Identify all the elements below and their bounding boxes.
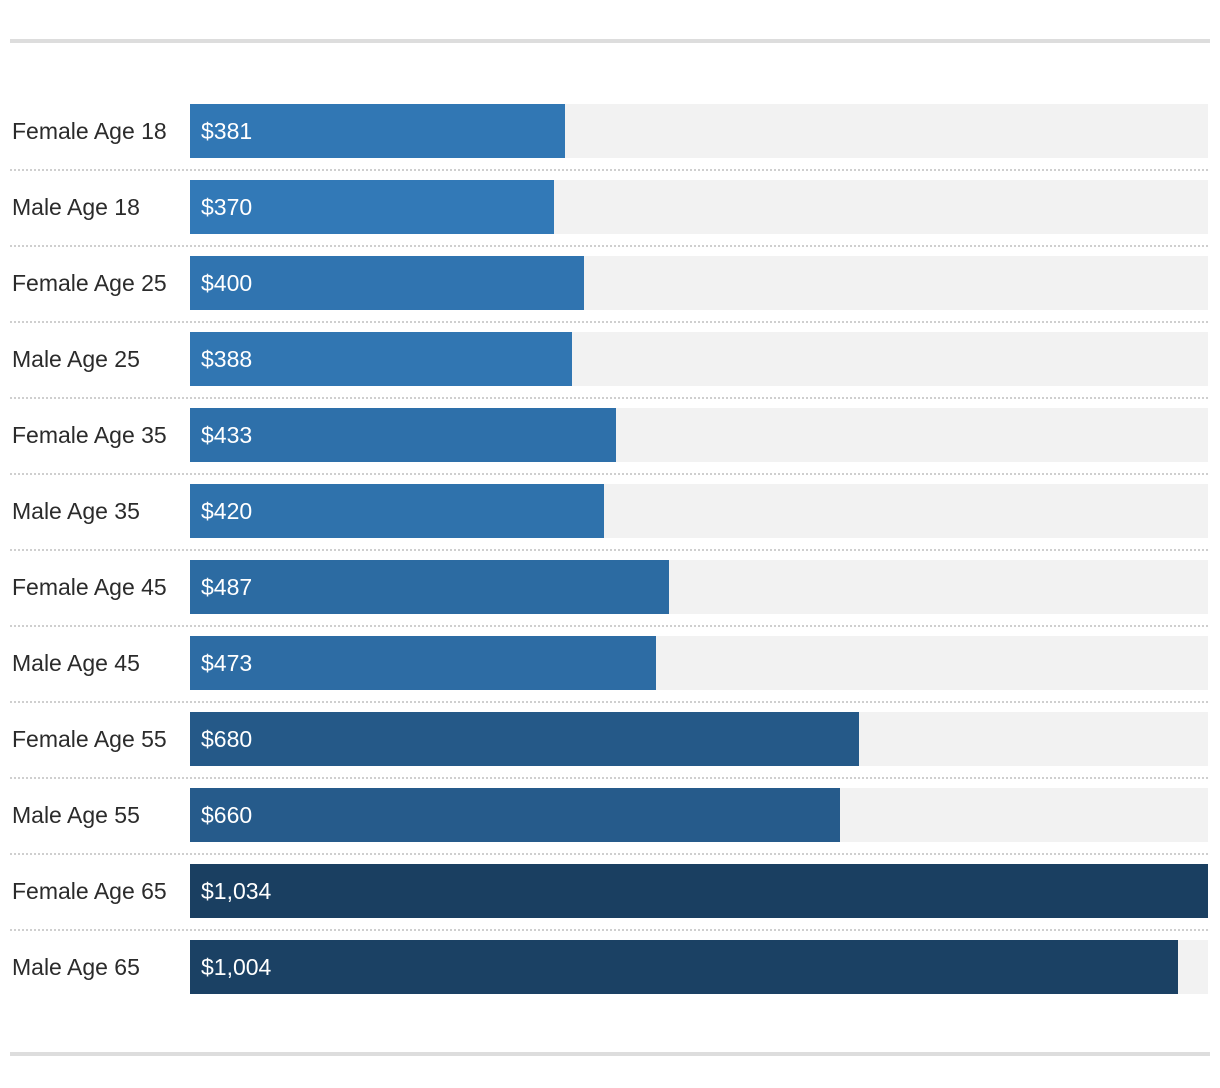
bar bbox=[190, 484, 604, 538]
value-label: $388 bbox=[201, 346, 253, 372]
bar bbox=[190, 864, 1208, 918]
bar-track: $400 bbox=[190, 256, 1208, 310]
value-label: $1,034 bbox=[201, 878, 272, 904]
bar bbox=[190, 560, 669, 614]
row-divider bbox=[10, 777, 1208, 779]
row-divider bbox=[10, 549, 1208, 551]
bar bbox=[190, 256, 584, 310]
value-label: $487 bbox=[201, 574, 253, 600]
bar-track: $473 bbox=[190, 636, 1208, 690]
bar-track: $1,034 bbox=[190, 864, 1208, 918]
bar-row: Female Age 18 $381 bbox=[0, 104, 1220, 180]
category-label: Female Age 25 bbox=[12, 270, 167, 296]
row-divider bbox=[10, 929, 1208, 931]
value-label: $473 bbox=[201, 650, 253, 676]
bar-row: Female Age 55 $680 bbox=[0, 712, 1220, 788]
category-label: Male Age 18 bbox=[12, 194, 140, 220]
row-divider bbox=[10, 473, 1208, 475]
bar-row: Female Age 45 $487 bbox=[0, 560, 1220, 636]
bar-track: $433 bbox=[190, 408, 1208, 462]
bar-track: $660 bbox=[190, 788, 1208, 842]
row-divider bbox=[10, 853, 1208, 855]
bar-row: Male Age 25 $388 bbox=[0, 332, 1220, 408]
bar-row: Male Age 65 $1,004 bbox=[0, 940, 1220, 1016]
bar bbox=[190, 788, 840, 842]
bar-row: Female Age 65 $1,034 bbox=[0, 864, 1220, 940]
bar bbox=[190, 636, 656, 690]
bar-track: $388 bbox=[190, 332, 1208, 386]
category-label: Male Age 35 bbox=[12, 498, 140, 524]
bar-track: $420 bbox=[190, 484, 1208, 538]
row-divider bbox=[10, 701, 1208, 703]
row-divider bbox=[10, 397, 1208, 399]
row-divider bbox=[10, 245, 1208, 247]
value-label: $680 bbox=[201, 726, 253, 752]
bar-track: $370 bbox=[190, 180, 1208, 234]
value-label: $400 bbox=[201, 270, 253, 296]
bar-track: $680 bbox=[190, 712, 1208, 766]
row-divider bbox=[10, 321, 1208, 323]
bar bbox=[190, 712, 859, 766]
bar-track: $1,004 bbox=[190, 940, 1208, 994]
bar-row: Female Age 35 $433 bbox=[0, 408, 1220, 484]
bar bbox=[190, 332, 572, 386]
bar-row: Male Age 35 $420 bbox=[0, 484, 1220, 560]
bar bbox=[190, 104, 565, 158]
row-divider bbox=[10, 625, 1208, 627]
bar-track: $381 bbox=[190, 104, 1208, 158]
bar bbox=[190, 940, 1178, 994]
category-label: Male Age 65 bbox=[12, 954, 140, 980]
top-rule bbox=[10, 39, 1210, 43]
category-label: Female Age 55 bbox=[12, 726, 167, 752]
value-label: $381 bbox=[201, 118, 253, 144]
bar-row: Male Age 45 $473 bbox=[0, 636, 1220, 712]
value-label: $370 bbox=[201, 194, 253, 220]
value-label: $660 bbox=[201, 802, 253, 828]
value-label: $1,004 bbox=[201, 954, 272, 980]
category-label: Male Age 25 bbox=[12, 346, 140, 372]
bar-row: Male Age 18 $370 bbox=[0, 180, 1220, 256]
bar-row: Female Age 25 $400 bbox=[0, 256, 1220, 332]
category-label: Female Age 18 bbox=[12, 118, 167, 144]
bottom-rule bbox=[10, 1052, 1210, 1056]
bar-track: $487 bbox=[190, 560, 1208, 614]
category-label: Male Age 45 bbox=[12, 650, 140, 676]
row-divider bbox=[10, 169, 1208, 171]
category-label: Female Age 65 bbox=[12, 878, 167, 904]
bar-row: Male Age 55 $660 bbox=[0, 788, 1220, 864]
value-label: $433 bbox=[201, 422, 253, 448]
category-label: Female Age 45 bbox=[12, 574, 167, 600]
bar bbox=[190, 180, 554, 234]
category-label: Female Age 35 bbox=[12, 422, 167, 448]
value-label: $420 bbox=[201, 498, 253, 524]
category-label: Male Age 55 bbox=[12, 802, 140, 828]
bar bbox=[190, 408, 616, 462]
